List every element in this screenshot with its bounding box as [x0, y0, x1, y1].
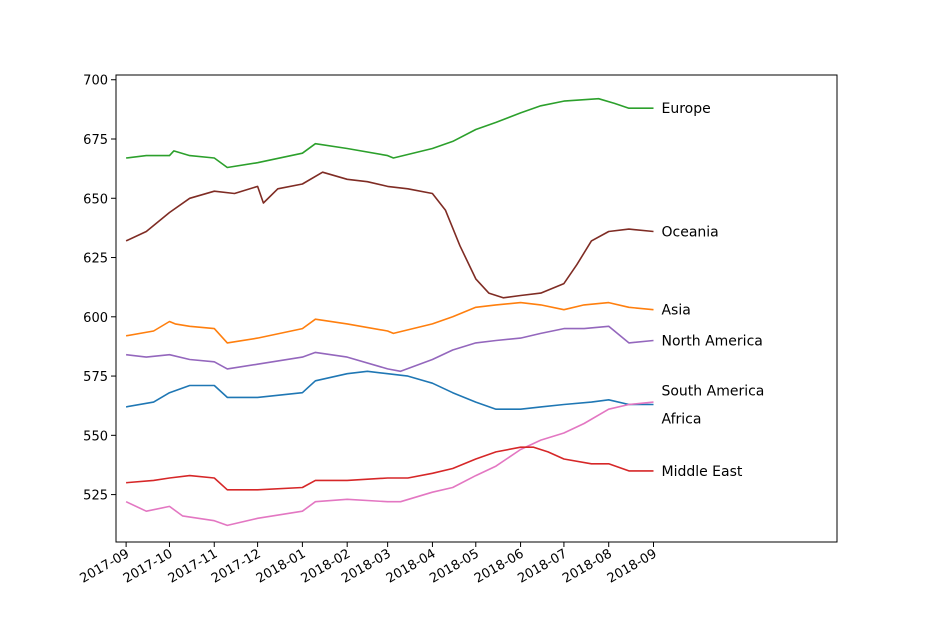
y-tick-label: 550: [83, 429, 108, 444]
x-tick-label: 2018-07: [515, 546, 570, 586]
y-tick-label: 675: [83, 133, 108, 148]
series-label-south-america: South America: [661, 383, 764, 399]
x-tick-label: 2017-10: [121, 546, 176, 586]
series-line-europe: [126, 97, 654, 169]
y-tick-label: 575: [83, 370, 108, 385]
series-line-oceania: [125, 171, 654, 299]
series-line-middle-east: [126, 446, 654, 491]
series-label-north-america: North America: [661, 334, 762, 350]
series-layer: [125, 97, 654, 527]
x-tick-label: 2018-09: [605, 546, 660, 586]
y-tick-label: 700: [83, 74, 108, 89]
x-tick-label: 2018-05: [427, 546, 482, 586]
series-label-africa: Africa: [661, 412, 701, 428]
plot-frame: [115, 74, 838, 543]
series-line-north-america: [126, 325, 654, 373]
series-labels: Europe Oceania Asia North America South Amer…: [661, 101, 764, 480]
y-tick-label: 625: [83, 252, 108, 267]
y-axis: 525 550 575 600 625 650 675 700: [83, 74, 116, 504]
x-tick-label: 2018-08: [560, 546, 615, 586]
series-label-asia: Asia: [661, 303, 690, 319]
series-label-europe: Europe: [661, 101, 710, 117]
series-label-middle-east: Middle East: [661, 464, 742, 480]
series-line-africa: [125, 401, 654, 527]
y-tick-label: 650: [83, 192, 108, 207]
series-label-oceania: Oceania: [661, 224, 718, 240]
x-tick-label: 2018-01: [254, 546, 309, 586]
x-tick-label: 2017-12: [209, 546, 264, 586]
y-tick-label: 525: [83, 489, 108, 504]
series-line-south-america: [125, 370, 654, 411]
y-tick-label: 600: [83, 311, 108, 326]
series-line-asia: [125, 301, 654, 344]
x-axis: 2017-092017-102017-112017-122018-012018-…: [78, 542, 660, 587]
